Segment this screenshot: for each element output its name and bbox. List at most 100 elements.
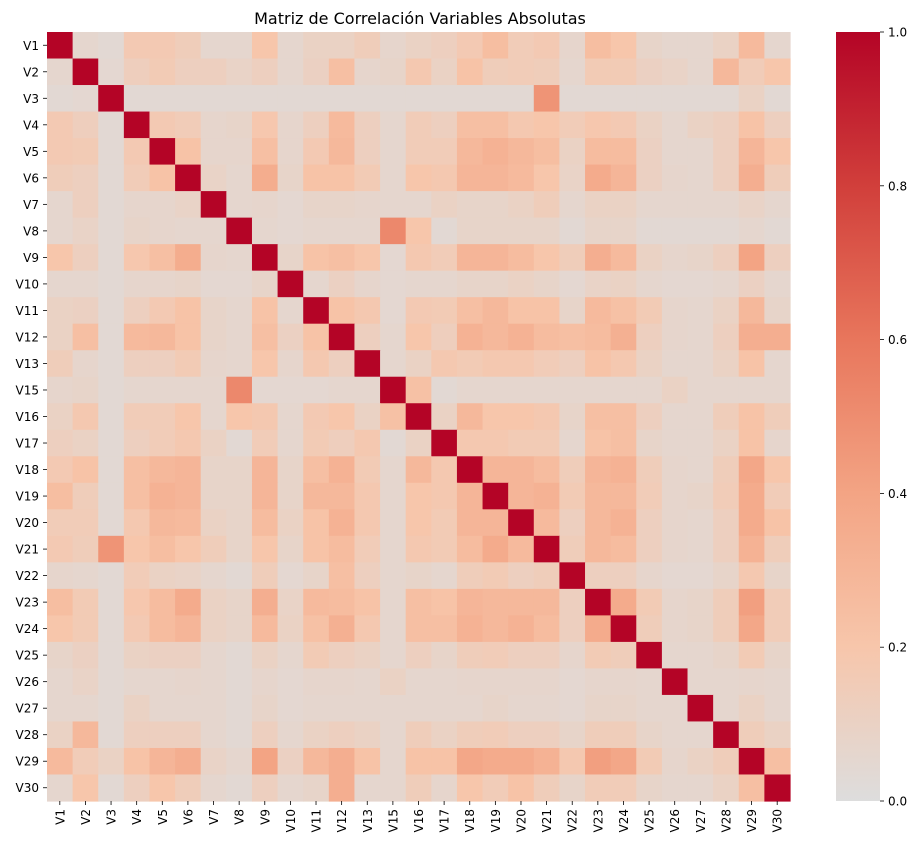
heatmap-cell <box>610 668 637 696</box>
heatmap-cell <box>482 641 509 670</box>
heatmap-cell <box>251 562 279 590</box>
heatmap-cell <box>277 641 304 670</box>
heatmap-cell <box>175 58 202 86</box>
heatmap-cell <box>738 217 765 245</box>
heatmap-cell <box>328 641 356 670</box>
heatmap-cell <box>47 641 74 670</box>
heatmap-cell <box>585 111 612 139</box>
heatmap-cell <box>405 774 432 802</box>
heatmap-cell <box>431 774 458 802</box>
heatmap-cell <box>251 588 279 616</box>
heatmap-cell <box>764 668 791 696</box>
heatmap-cell <box>508 509 535 537</box>
heatmap-cell <box>456 482 484 510</box>
heatmap-cell <box>175 138 202 166</box>
heatmap-cell <box>610 509 637 537</box>
heatmap-cell <box>72 217 99 245</box>
heatmap-cell <box>764 297 791 325</box>
heatmap-cell <box>764 217 791 245</box>
heatmap-cell <box>380 588 407 616</box>
heatmap-cell <box>585 350 612 378</box>
heatmap-cell <box>687 721 714 749</box>
heatmap-cell <box>200 456 227 484</box>
heatmap-cell <box>405 588 432 616</box>
heatmap-cell <box>354 85 381 113</box>
heatmap-cell <box>482 164 509 192</box>
heatmap-cell <box>508 376 535 404</box>
heatmap-cell <box>200 668 227 696</box>
heatmap-cell <box>559 323 586 351</box>
heatmap-cell <box>559 376 586 404</box>
heatmap-cell <box>226 164 253 192</box>
y-tick-label: V17 <box>16 437 39 451</box>
heatmap-cell <box>713 323 740 351</box>
heatmap-cell <box>251 217 279 245</box>
heatmap-cell <box>98 641 125 670</box>
heatmap-cell <box>585 323 612 351</box>
x-tick-label: V25 <box>643 809 657 832</box>
heatmap-cell <box>508 350 535 378</box>
heatmap-cell <box>738 535 765 563</box>
heatmap-cell <box>559 641 586 670</box>
heatmap-cell <box>764 429 791 457</box>
heatmap-cell <box>456 747 484 776</box>
heatmap-cell <box>508 774 535 802</box>
heatmap-cell <box>175 747 202 776</box>
heatmap-cell <box>533 535 561 563</box>
heatmap-cell <box>251 509 279 537</box>
heatmap-cell <box>508 535 535 563</box>
heatmap-cell <box>47 191 74 219</box>
heatmap-cell <box>98 668 125 696</box>
heatmap-cell <box>98 32 125 60</box>
heatmap-cell <box>123 694 151 723</box>
heatmap-cell <box>328 615 356 643</box>
heatmap-cell <box>328 164 356 192</box>
heatmap-cell <box>431 350 458 378</box>
heatmap-cell <box>585 535 612 563</box>
heatmap-cell <box>687 58 714 86</box>
y-tick-label: V9 <box>23 251 39 265</box>
heatmap-cell <box>533 350 561 378</box>
heatmap-cell <box>380 535 407 563</box>
heatmap-cell <box>738 668 765 696</box>
heatmap-cell <box>764 403 791 431</box>
heatmap-cell <box>661 535 689 563</box>
heatmap-cell <box>354 509 381 537</box>
heatmap-cell <box>713 297 740 325</box>
heatmap-cell <box>47 403 74 431</box>
y-tick-label: V2 <box>23 65 39 79</box>
x-tick-label: V16 <box>412 809 426 832</box>
heatmap-cell <box>764 747 791 776</box>
heatmap-cell <box>508 191 535 219</box>
heatmap-cell <box>431 403 458 431</box>
y-tick-label: V23 <box>16 596 39 610</box>
heatmap-cell <box>559 164 586 192</box>
heatmap-cell <box>713 456 740 484</box>
heatmap-cell <box>713 270 740 298</box>
y-tick-label: V20 <box>16 516 39 530</box>
heatmap-cell <box>98 588 125 616</box>
heatmap-cell <box>610 376 637 404</box>
heatmap-cell <box>738 562 765 590</box>
heatmap-cell <box>303 747 330 776</box>
x-tick-label: V13 <box>361 809 375 832</box>
heatmap-cell <box>277 588 304 616</box>
heatmap-cell <box>482 403 509 431</box>
heatmap-cell <box>328 376 356 404</box>
heatmap-cell <box>585 456 612 484</box>
heatmap-cell <box>175 297 202 325</box>
heatmap-cell <box>533 588 561 616</box>
heatmap-cell <box>533 456 561 484</box>
heatmap-cell <box>636 456 663 484</box>
y-tick-label: V26 <box>16 675 39 689</box>
heatmap-cell <box>47 376 74 404</box>
heatmap-cell <box>687 747 714 776</box>
heatmap-cell <box>98 747 125 776</box>
x-tick-label: V21 <box>540 809 554 832</box>
heatmap-cell <box>328 509 356 537</box>
heatmap-cell <box>72 774 99 802</box>
heatmap-cell <box>738 694 765 723</box>
heatmap-cell <box>687 509 714 537</box>
heatmap-cell <box>380 191 407 219</box>
heatmap-cell <box>610 138 637 166</box>
